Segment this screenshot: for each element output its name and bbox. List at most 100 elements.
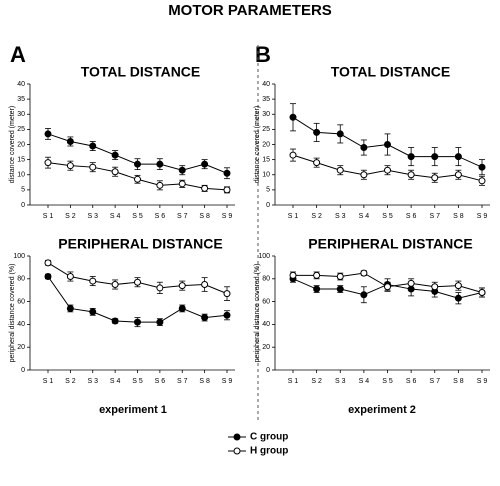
marker — [201, 160, 209, 168]
marker — [454, 294, 462, 302]
marker — [156, 160, 164, 168]
y-tick-label: 60 — [262, 298, 270, 305]
x-tick-label: S 3 — [87, 213, 98, 220]
panel-footer: experiment 2 — [348, 404, 416, 416]
x-tick-label: S 2 — [311, 213, 322, 220]
y-tick-label: 20 — [17, 344, 25, 351]
marker — [156, 284, 164, 292]
x-tick-label: S 1 — [43, 378, 54, 385]
marker — [431, 283, 439, 291]
y-axis-label: distance covered (meter) — [9, 106, 16, 183]
marker — [66, 162, 74, 170]
marker — [89, 277, 97, 285]
marker — [336, 130, 344, 138]
marker — [289, 113, 297, 121]
marker — [384, 166, 391, 174]
y-tick-label: 40 — [17, 321, 25, 328]
y-tick-label: 30 — [17, 111, 25, 118]
marker — [201, 281, 209, 288]
marker — [134, 160, 141, 168]
x-tick-label: S 4 — [110, 213, 121, 220]
marker — [360, 291, 368, 299]
chart-title: TOTAL DISTANCE — [81, 64, 201, 80]
x-tick-label: S 2 — [311, 378, 322, 385]
x-tick-label: S 6 — [155, 378, 166, 385]
marker — [178, 304, 186, 312]
marker — [66, 273, 74, 281]
x-tick-label: S 8 — [199, 213, 210, 220]
x-tick-label: S 7 — [177, 378, 188, 385]
y-tick-label: 80 — [17, 276, 25, 283]
y-tick-label: 25 — [17, 126, 25, 133]
y-tick-label: 25 — [262, 126, 270, 133]
x-tick-label: S 1 — [43, 213, 54, 220]
x-tick-label: S 7 — [177, 213, 188, 220]
marker — [89, 142, 97, 150]
x-tick-label: S 1 — [288, 378, 299, 385]
y-tick-label: 0 — [21, 202, 25, 209]
panel-footer: experiment 1 — [99, 404, 167, 416]
marker — [360, 144, 368, 152]
marker — [44, 273, 52, 281]
x-tick-label: S 8 — [453, 378, 464, 385]
x-tick-label: S 6 — [406, 213, 417, 220]
marker — [313, 128, 321, 136]
y-tick-label: 0 — [266, 202, 270, 209]
y-tick-label: 100 — [258, 253, 270, 260]
legend-label: H group — [250, 446, 288, 457]
x-tick-label: S 6 — [155, 213, 166, 220]
marker — [313, 285, 321, 293]
x-tick-label: S 5 — [382, 213, 393, 220]
x-tick-label: S 3 — [335, 378, 346, 385]
y-axis-label: distance covered (meter) — [254, 106, 261, 183]
figure-title: MOTOR PARAMETERS — [168, 2, 332, 19]
y-tick-label: 60 — [17, 298, 25, 305]
marker — [134, 278, 141, 286]
x-tick-label: S 7 — [429, 213, 440, 220]
y-tick-label: 5 — [266, 187, 270, 194]
y-tick-label: 20 — [262, 141, 270, 148]
y-tick-label: 80 — [262, 276, 270, 283]
marker — [454, 153, 462, 161]
marker — [431, 153, 439, 161]
x-tick-label: S 7 — [429, 378, 440, 385]
y-tick-label: 10 — [17, 172, 25, 179]
x-tick-label: S 9 — [222, 213, 233, 220]
marker — [44, 259, 52, 267]
marker — [111, 168, 119, 176]
x-tick-label: S 9 — [477, 378, 488, 385]
marker — [134, 175, 141, 183]
marker — [384, 141, 391, 148]
marker — [336, 166, 344, 174]
x-tick-label: S 4 — [359, 378, 370, 385]
y-axis-label: peripheral distance covered (%) — [9, 264, 16, 363]
marker — [89, 308, 97, 316]
x-tick-label: S 5 — [382, 378, 393, 385]
marker — [384, 283, 391, 291]
marker — [178, 282, 186, 290]
marker — [478, 163, 486, 171]
x-tick-label: S 4 — [110, 378, 121, 385]
marker — [156, 181, 164, 189]
chart-title: TOTAL DISTANCE — [331, 64, 451, 80]
marker — [313, 159, 321, 167]
marker — [454, 282, 462, 290]
marker — [360, 171, 368, 179]
y-tick-label: 40 — [17, 81, 25, 88]
marker — [223, 186, 231, 194]
marker — [89, 163, 97, 171]
marker — [111, 281, 119, 288]
x-tick-label: S 3 — [87, 378, 98, 385]
y-tick-label: 15 — [262, 156, 270, 163]
marker — [407, 279, 415, 287]
x-tick-label: S 2 — [65, 213, 76, 220]
y-tick-label: 40 — [262, 321, 270, 328]
marker — [201, 314, 209, 322]
marker — [289, 271, 297, 279]
y-tick-label: 35 — [17, 96, 25, 103]
chart-title: PERIPHERAL DISTANCE — [308, 236, 472, 252]
marker — [407, 153, 415, 161]
x-tick-label: S 2 — [65, 378, 76, 385]
marker — [313, 271, 321, 279]
marker — [336, 285, 344, 293]
